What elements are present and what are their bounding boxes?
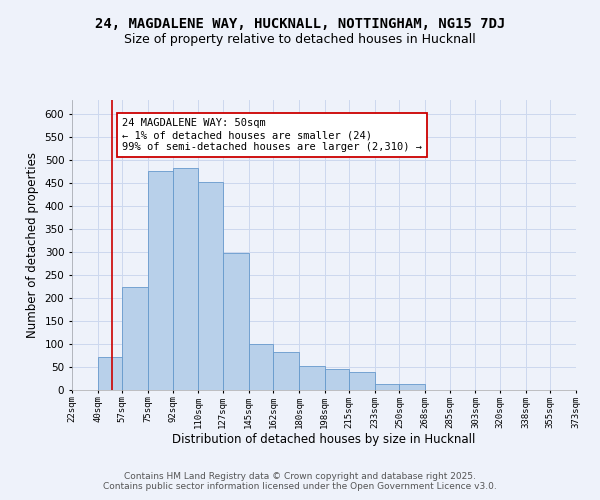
Bar — [223, 254, 248, 390]
Bar — [199, 182, 223, 390]
Bar — [400, 384, 425, 390]
Bar — [325, 369, 349, 390]
Text: Size of property relative to detached houses in Hucknall: Size of property relative to detached ho… — [124, 32, 476, 46]
Bar — [248, 344, 273, 390]
Bar — [349, 372, 375, 390]
Bar — [375, 384, 400, 390]
Y-axis label: Number of detached properties: Number of detached properties — [26, 152, 39, 338]
Bar — [148, 171, 173, 390]
Bar — [273, 352, 299, 390]
X-axis label: Distribution of detached houses by size in Hucknall: Distribution of detached houses by size … — [172, 434, 476, 446]
Bar — [122, 287, 148, 390]
Bar — [299, 366, 325, 390]
Text: 24 MAGDALENE WAY: 50sqm
← 1% of detached houses are smaller (24)
99% of semi-det: 24 MAGDALENE WAY: 50sqm ← 1% of detached… — [122, 118, 422, 152]
Text: 24, MAGDALENE WAY, HUCKNALL, NOTTINGHAM, NG15 7DJ: 24, MAGDALENE WAY, HUCKNALL, NOTTINGHAM,… — [95, 18, 505, 32]
Text: Contains HM Land Registry data © Crown copyright and database right 2025.: Contains HM Land Registry data © Crown c… — [124, 472, 476, 481]
Text: Contains public sector information licensed under the Open Government Licence v3: Contains public sector information licen… — [103, 482, 497, 491]
Bar — [173, 168, 199, 390]
Bar — [98, 357, 122, 390]
